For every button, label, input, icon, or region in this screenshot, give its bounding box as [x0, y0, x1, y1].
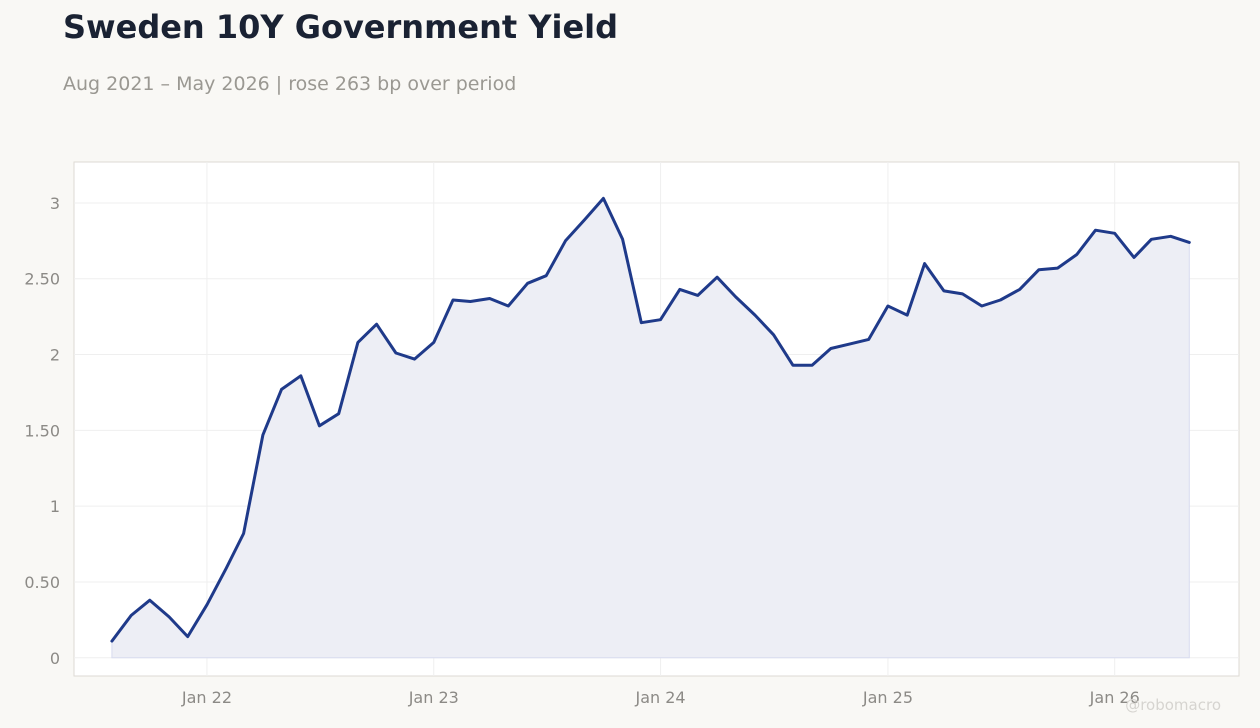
- data-point: [545, 274, 548, 277]
- data-point: [261, 433, 264, 436]
- data-point: [130, 614, 133, 617]
- data-point: [791, 364, 794, 367]
- y-tick-label: 1.50: [24, 421, 60, 440]
- x-tick-label: Jan 26: [1089, 688, 1140, 707]
- data-point: [867, 338, 870, 341]
- data-point: [602, 197, 605, 200]
- y-tick-label: 2.50: [24, 270, 60, 289]
- data-point: [225, 567, 228, 570]
- data-point: [526, 282, 529, 285]
- data-point: [999, 299, 1002, 302]
- data-point: [1075, 253, 1078, 256]
- data-point: [337, 412, 340, 415]
- data-point: [1113, 232, 1116, 235]
- data-point: [375, 323, 378, 326]
- x-tick-label: Jan 24: [634, 688, 685, 707]
- data-point: [413, 358, 416, 361]
- data-point: [168, 615, 171, 618]
- data-point: [811, 364, 814, 367]
- data-point: [1169, 235, 1172, 238]
- data-point: [186, 635, 189, 638]
- data-point: [242, 532, 245, 535]
- chart-subtitle: Aug 2021 – May 2026 | rose 263 bp over p…: [63, 73, 517, 95]
- data-point: [564, 239, 567, 242]
- data-point: [1094, 229, 1097, 232]
- y-tick-label: 3: [50, 194, 60, 213]
- data-point: [942, 289, 945, 292]
- chart-title: Sweden 10Y Government Yield: [63, 8, 619, 46]
- data-point: [206, 603, 209, 606]
- data-point: [110, 640, 113, 643]
- data-point: [394, 352, 397, 355]
- data-point: [640, 321, 643, 324]
- data-point: [1018, 288, 1021, 291]
- data-point: [280, 388, 283, 391]
- data-point: [1150, 238, 1153, 241]
- watermark: @robomacro: [1125, 696, 1221, 714]
- data-point: [754, 314, 757, 317]
- data-point: [488, 297, 491, 300]
- data-point: [1188, 241, 1191, 244]
- data-point: [849, 342, 852, 345]
- data-point: [148, 599, 151, 602]
- data-point: [1037, 268, 1040, 271]
- data-point: [906, 314, 909, 317]
- data-point: [923, 262, 926, 265]
- x-tick-label: Jan 23: [408, 688, 459, 707]
- data-point: [621, 238, 624, 241]
- data-point: [452, 299, 455, 302]
- y-tick-label: 0: [50, 649, 60, 668]
- data-point: [886, 305, 889, 308]
- data-point: [583, 218, 586, 221]
- data-point: [299, 374, 302, 377]
- x-axis: Jan 22 Jan 23 Jan 24 Jan 25 Jan 26: [181, 688, 1140, 707]
- yield-line: [110, 196, 1191, 643]
- data-point: [507, 305, 510, 308]
- data-point: [678, 288, 681, 291]
- y-tick-label: 2: [50, 346, 60, 365]
- data-point: [716, 276, 719, 279]
- x-tick-label: Jan 22: [181, 688, 232, 707]
- data-point: [961, 292, 964, 295]
- data-point: [980, 305, 983, 308]
- y-tick-label: 1: [50, 497, 60, 516]
- data-point: [1133, 256, 1136, 259]
- data-point: [1056, 267, 1059, 270]
- y-axis: 0 0.50 1 1.50 2 2.50 3: [24, 194, 60, 668]
- data-point: [659, 318, 662, 321]
- data-point: [432, 341, 435, 344]
- data-point: [318, 424, 321, 427]
- data-point: [829, 347, 832, 350]
- data-point: [734, 295, 737, 298]
- data-point: [469, 300, 472, 303]
- data-point: [696, 294, 699, 297]
- data-point: [356, 341, 359, 344]
- data-point: [772, 333, 775, 336]
- x-tick-label: Jan 25: [862, 688, 913, 707]
- y-tick-label: 0.50: [24, 573, 60, 592]
